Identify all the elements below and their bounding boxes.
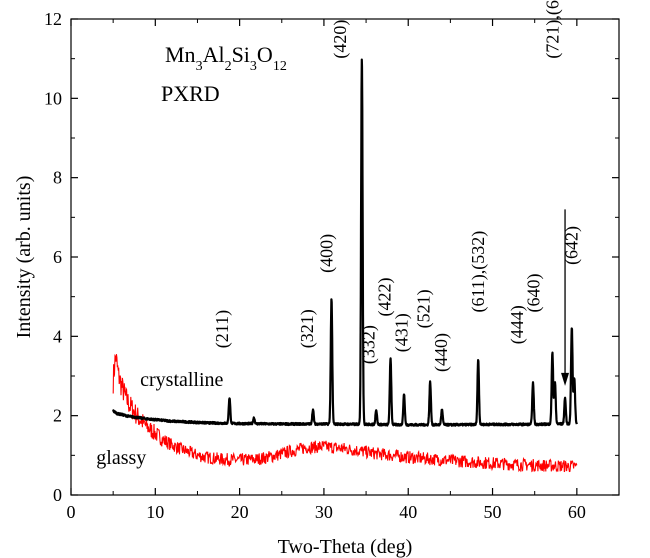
y-tick-label: 10	[44, 88, 62, 108]
peak-label: (420)	[330, 20, 351, 59]
title-element: Si	[232, 42, 250, 67]
x-tick-label: 60	[568, 502, 586, 522]
peak-label: (611),(532)	[468, 231, 489, 313]
peak-label: (211)	[212, 310, 233, 348]
x-tick-label: 50	[484, 502, 502, 522]
title-element: Al	[203, 42, 225, 67]
peak-label: (332)	[359, 325, 380, 364]
title-subscript: 2	[225, 59, 232, 74]
peak-label: (400)	[316, 234, 337, 273]
y-tick-label: 6	[53, 247, 62, 267]
y-tick-label: 2	[53, 406, 62, 426]
y-tick-label: 0	[53, 485, 62, 505]
x-tick-label: 30	[315, 502, 333, 522]
peak-label: (431)	[391, 313, 412, 352]
title-element: Mn	[165, 42, 196, 67]
annotation-layer: crystalline glassy (211) (321) (400) (420) (33…	[96, 0, 582, 469]
series-label-crystalline: crystalline	[140, 369, 223, 391]
peak-label: (422)	[375, 278, 396, 317]
series-glassy-line	[112, 353, 578, 473]
axes-layer: 0 10 20 30 40 50 60 0 2 4 6 8 10 12	[44, 9, 619, 522]
peak-label: (640)	[524, 274, 545, 313]
y-tick-label: 12	[44, 9, 62, 29]
series-label-glassy: glassy	[96, 447, 146, 469]
title-element: O	[257, 42, 273, 67]
series-layer	[112, 58, 578, 473]
peak-label: (642)	[562, 226, 583, 265]
peak-label: (521)	[413, 289, 434, 328]
chart-title: Mn3Al2Si3O12	[165, 42, 287, 74]
y-tick-label: 8	[53, 168, 62, 188]
series-crystalline-line	[112, 58, 578, 427]
x-tick-label: 10	[146, 502, 164, 522]
x-axis-label: Two-Theta (deg)	[278, 536, 413, 558]
y-axis-label: Intensity (arb. units)	[13, 176, 35, 339]
title-subscript: 3	[196, 59, 203, 74]
arrow-head	[561, 372, 570, 386]
title-subscript: 3	[250, 59, 257, 74]
peak-label: (721),(633),(552)	[542, 0, 563, 59]
title-subscript: 12	[273, 59, 287, 74]
peak-label: (444)	[507, 305, 528, 344]
x-tick-label: 0	[67, 502, 76, 522]
peak-label: (321)	[297, 309, 318, 348]
peak-label: (440)	[431, 333, 452, 372]
y-tick-label: 4	[53, 326, 62, 346]
x-tick-label: 20	[231, 502, 249, 522]
x-tick-label: 40	[399, 502, 417, 522]
chart-subtitle: PXRD	[161, 81, 220, 106]
